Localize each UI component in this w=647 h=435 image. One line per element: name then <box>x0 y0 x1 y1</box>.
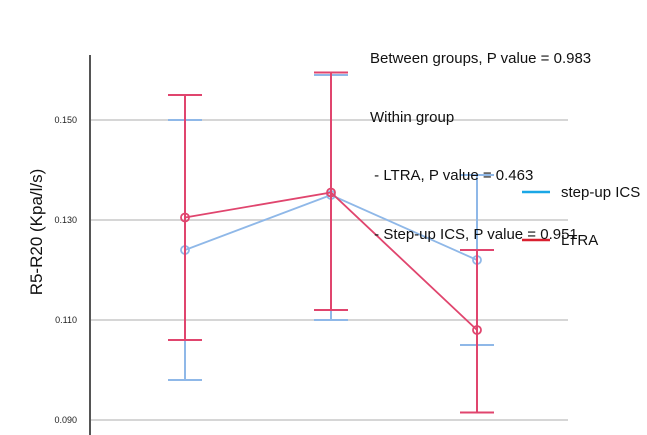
y-tick-label: 0.090 <box>54 415 77 425</box>
legend-label-ltra: LTRA <box>561 232 598 249</box>
annotation-line-4: - Step-up ICS, P value = 0.951 <box>370 225 578 243</box>
annotation-line-3: - LTRA, P value = 0.463 <box>370 167 534 184</box>
y-tick-label: 0.150 <box>54 115 77 125</box>
y-axis-label: R5-R20 (Kpa/l/s) <box>27 169 46 296</box>
annotation-line-2: Within group <box>370 108 455 126</box>
annotation-line-1: Between groups, P value = 0.983 <box>370 50 592 67</box>
data-point <box>326 187 336 198</box>
p-value-annotation: Between groups, P value = 0.983 Within g… <box>370 10 591 283</box>
data-point <box>472 325 482 335</box>
y-tick-label: 0.130 <box>54 215 77 225</box>
legend-label-step-up-ics: step-up ICS <box>561 184 640 201</box>
series-line <box>184 191 478 331</box>
y-tick-label: 0.110 <box>55 315 77 325</box>
series-ltra <box>168 71 494 414</box>
data-point <box>180 212 190 223</box>
